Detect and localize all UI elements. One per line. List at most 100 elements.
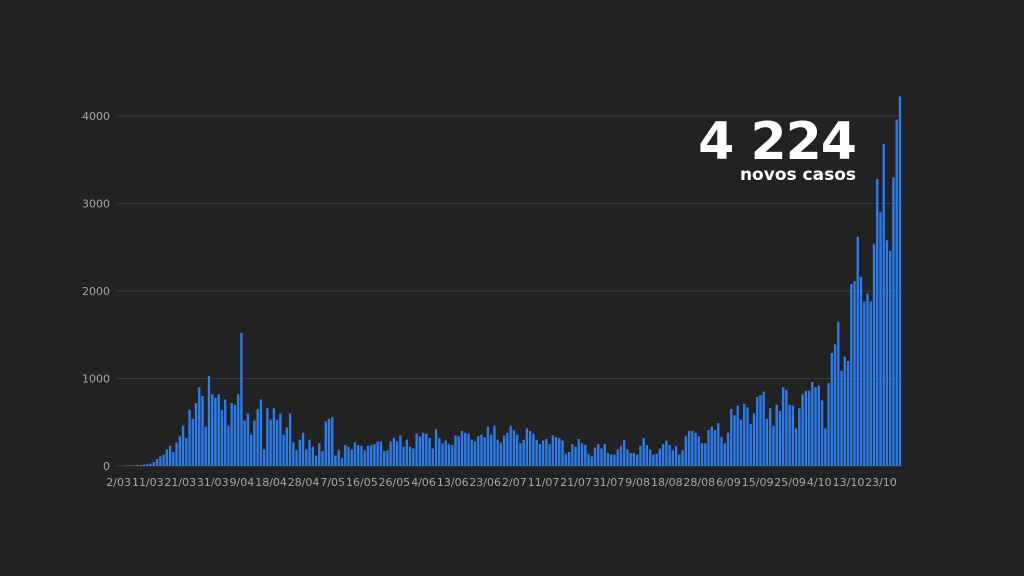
bar [704, 443, 707, 466]
bar [207, 375, 211, 467]
bar [554, 437, 558, 466]
bar [778, 410, 782, 467]
bar [597, 444, 600, 467]
bar [321, 451, 324, 466]
bar [373, 444, 376, 467]
bar [162, 454, 165, 467]
bar [574, 446, 577, 466]
bar [298, 439, 301, 466]
bar [785, 389, 788, 467]
bar [178, 436, 181, 466]
x-tick-label: 9/04 [230, 476, 255, 489]
bar [464, 432, 467, 466]
bar [538, 444, 542, 467]
bar [567, 452, 571, 466]
x-tick-label: 9/08 [625, 476, 650, 489]
bar [126, 465, 130, 466]
bar [882, 144, 885, 466]
bar [687, 431, 691, 466]
bar [503, 435, 506, 466]
bar [142, 464, 146, 466]
bar [811, 382, 814, 466]
bar [311, 446, 314, 466]
bar [619, 445, 623, 467]
bar [798, 408, 801, 466]
bar [512, 430, 516, 467]
x-tick-label: 18/04 [255, 476, 287, 489]
bar [678, 454, 681, 467]
bar [720, 437, 723, 466]
x-tick-label: 28/04 [288, 476, 320, 489]
bar [869, 301, 872, 466]
y-tick-label: 3000 [82, 198, 110, 211]
bar [308, 439, 311, 466]
bar [528, 431, 532, 466]
bar [879, 212, 882, 466]
bar [224, 399, 227, 466]
bar [801, 394, 804, 466]
x-tick-label: 21/03 [164, 476, 196, 489]
bar [237, 394, 240, 466]
bar [684, 436, 688, 466]
bar [168, 445, 172, 467]
bar [830, 353, 833, 466]
bar [674, 445, 678, 467]
latest-cases-callout: 4 224 novos casos [698, 112, 857, 184]
bar [402, 446, 405, 466]
bar [700, 443, 704, 466]
bar [347, 446, 350, 466]
bar [412, 448, 415, 466]
y-tick-label: 0 [103, 460, 110, 473]
bar [282, 434, 285, 466]
bar [314, 455, 318, 466]
bar [593, 447, 597, 467]
bar [639, 445, 642, 467]
bar [185, 438, 188, 466]
bar [405, 439, 409, 466]
bar [545, 438, 548, 467]
bar [227, 425, 230, 466]
x-tick-label: 26/05 [378, 476, 410, 489]
bar [515, 434, 519, 466]
bar [584, 445, 587, 466]
x-tick-label: 31/03 [197, 476, 229, 489]
bar [389, 441, 392, 466]
x-tick-label: 6/09 [716, 476, 741, 489]
bar [344, 445, 347, 466]
bar [827, 382, 830, 467]
bar [233, 404, 237, 466]
bar [840, 370, 843, 467]
bar [892, 177, 895, 466]
bar [791, 405, 795, 466]
bar [295, 450, 298, 466]
bar [243, 420, 246, 466]
bar [334, 455, 337, 466]
bar [590, 456, 593, 467]
bar [175, 442, 178, 467]
bar [876, 179, 879, 466]
bar [743, 403, 746, 466]
bar [759, 395, 762, 467]
bar [668, 445, 671, 466]
x-tick-label: 21/07 [560, 476, 592, 489]
bar [428, 438, 431, 466]
bar [395, 441, 399, 466]
bar [499, 442, 503, 467]
bar [730, 409, 733, 466]
bar [717, 423, 720, 467]
bar [259, 399, 263, 466]
bar [817, 385, 820, 466]
bar [551, 435, 555, 466]
bar [736, 405, 739, 466]
bar [493, 425, 496, 466]
y-tick-label: 1000 [82, 373, 110, 386]
bar [694, 432, 697, 466]
bar [632, 452, 636, 467]
bar [626, 449, 629, 467]
x-tick-label: 4/06 [411, 476, 436, 489]
bar [136, 464, 139, 466]
x-tick-label: 4/10 [807, 476, 832, 489]
bar [194, 403, 198, 466]
bar [454, 435, 457, 466]
